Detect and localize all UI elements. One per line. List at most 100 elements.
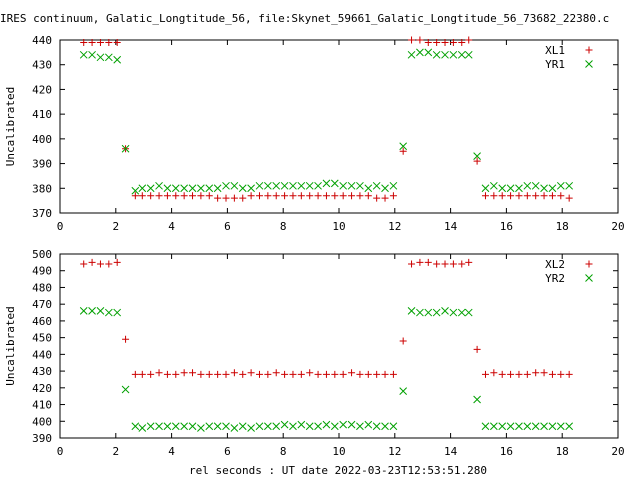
x-tick-label: 0 (57, 445, 64, 458)
data-point (339, 370, 347, 378)
data-point (222, 370, 230, 378)
legend-label: YR2 (545, 272, 565, 285)
data-point (348, 192, 356, 200)
data-point (381, 422, 389, 431)
data-point (238, 422, 247, 431)
x-tick-label: 2 (112, 445, 119, 458)
data-point (214, 194, 222, 202)
y-tick-label: 430 (32, 59, 52, 72)
data-point (155, 369, 163, 377)
data-point (458, 260, 466, 268)
data-point (297, 181, 306, 190)
data-point (281, 370, 289, 378)
data-point (389, 370, 397, 378)
data-point (548, 184, 557, 193)
data-point (180, 184, 189, 193)
data-point (433, 260, 441, 268)
data-point (138, 370, 146, 378)
data-point (515, 422, 523, 431)
legend-label: XL1 (545, 44, 565, 57)
data-point (464, 50, 473, 59)
data-point (339, 420, 348, 429)
data-point (565, 194, 573, 202)
data-point (255, 422, 264, 431)
data-point (441, 260, 449, 268)
y-tick-label: 460 (32, 315, 52, 328)
y-tick-label: 370 (32, 207, 52, 220)
data-point (305, 181, 314, 190)
data-point (163, 422, 172, 431)
data-point (255, 181, 264, 190)
data-point (339, 181, 348, 190)
y-tick-label: 390 (32, 432, 52, 445)
data-point (565, 422, 574, 431)
data-point (531, 422, 540, 431)
data-point (540, 192, 548, 200)
data-point (339, 192, 347, 200)
data-point (230, 194, 238, 202)
x-axis-label: rel seconds : UT date 2022-03-23T12:53:5… (189, 464, 487, 477)
data-point (105, 38, 113, 46)
data-point (264, 192, 272, 200)
data-point (306, 369, 314, 377)
chart-title: IRES continuum, Galatic_Longtitude_56, f… (0, 12, 609, 25)
data-point (356, 422, 364, 431)
data-point (138, 192, 146, 200)
data-point (88, 50, 96, 59)
data-point (531, 181, 540, 190)
data-point (457, 50, 466, 59)
legend-marker (585, 260, 593, 268)
data-point (556, 422, 565, 431)
data-point (356, 192, 364, 200)
data-point (556, 181, 565, 190)
data-point (171, 422, 180, 431)
data-point (473, 152, 481, 161)
data-point (147, 370, 155, 378)
data-point (189, 369, 197, 377)
data-point (348, 369, 356, 377)
x-tick-label: 12 (388, 445, 401, 458)
y-tick-label: 420 (32, 382, 52, 395)
x-tick-label: 20 (611, 220, 624, 233)
data-point (449, 308, 458, 317)
data-point (523, 192, 531, 200)
data-point (289, 181, 297, 190)
data-point (389, 181, 398, 190)
data-point (399, 142, 408, 151)
data-point (205, 422, 214, 431)
x-tick-label: 8 (280, 445, 287, 458)
data-point (213, 184, 222, 193)
data-point (389, 422, 398, 431)
data-point (331, 192, 339, 200)
data-point (138, 184, 147, 193)
data-point (180, 369, 188, 377)
data-point (105, 260, 113, 268)
data-point (523, 422, 532, 431)
data-point (507, 192, 515, 200)
data-point (172, 192, 180, 200)
data-point (214, 370, 222, 378)
y-tick-label: 410 (32, 108, 52, 121)
data-point (247, 184, 255, 193)
x-tick-label: 6 (224, 220, 231, 233)
data-point (481, 422, 490, 431)
data-point (473, 345, 481, 353)
data-point (515, 370, 523, 378)
data-point (481, 370, 489, 378)
data-point (197, 184, 205, 193)
x-tick-label: 16 (500, 220, 513, 233)
data-point (96, 260, 104, 268)
data-point (449, 260, 457, 268)
data-point (272, 422, 281, 431)
data-point (464, 308, 473, 317)
data-point (557, 370, 565, 378)
data-point (163, 192, 171, 200)
data-point (121, 385, 130, 394)
y-tick-label: 480 (32, 281, 52, 294)
y-tick-label: 490 (32, 265, 52, 278)
data-point (104, 53, 113, 62)
data-point (381, 194, 389, 202)
data-point (314, 192, 322, 200)
data-point (506, 184, 515, 193)
